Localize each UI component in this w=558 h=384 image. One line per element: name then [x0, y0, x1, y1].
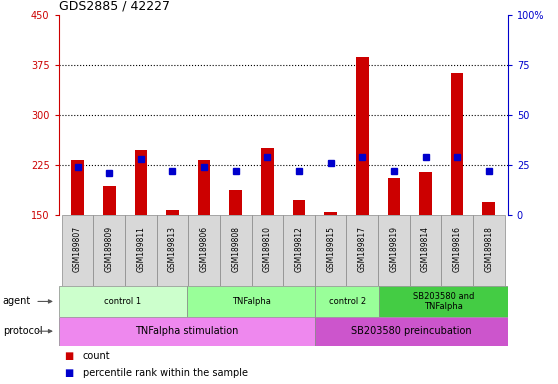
- Text: ■: ■: [64, 351, 74, 361]
- Bar: [473, 215, 504, 286]
- Text: GSM189819: GSM189819: [389, 226, 398, 272]
- Bar: [59, 317, 315, 346]
- Bar: [134, 150, 147, 215]
- Text: GSM189814: GSM189814: [421, 226, 430, 272]
- Text: GSM189808: GSM189808: [231, 226, 240, 272]
- Bar: [347, 215, 378, 286]
- Text: GSM189815: GSM189815: [326, 226, 335, 272]
- Text: ■: ■: [64, 368, 74, 378]
- Text: GSM189818: GSM189818: [484, 226, 493, 272]
- Text: SB203580 preincubation: SB203580 preincubation: [351, 326, 472, 336]
- Bar: [187, 286, 315, 317]
- Bar: [379, 286, 508, 317]
- Text: SB203580 and
TNFalpha: SB203580 and TNFalpha: [413, 292, 474, 311]
- Bar: [261, 149, 273, 215]
- Bar: [483, 202, 495, 215]
- Bar: [103, 186, 116, 215]
- Text: GSM189811: GSM189811: [136, 226, 145, 272]
- Text: GSM189806: GSM189806: [200, 226, 209, 272]
- Bar: [71, 160, 84, 215]
- Text: count: count: [83, 351, 110, 361]
- Bar: [388, 179, 400, 215]
- Bar: [441, 215, 473, 286]
- Bar: [59, 286, 187, 317]
- Text: control 1: control 1: [104, 297, 141, 306]
- Bar: [188, 215, 220, 286]
- Bar: [229, 190, 242, 215]
- Bar: [62, 215, 93, 286]
- Bar: [451, 73, 464, 215]
- Text: GSM189812: GSM189812: [295, 226, 304, 272]
- Text: GSM189809: GSM189809: [105, 226, 114, 272]
- Bar: [410, 215, 441, 286]
- Text: control 2: control 2: [329, 297, 366, 306]
- Bar: [324, 212, 337, 215]
- Bar: [293, 200, 305, 215]
- Bar: [125, 215, 157, 286]
- Bar: [315, 215, 347, 286]
- Bar: [166, 210, 179, 215]
- Text: GSM189810: GSM189810: [263, 226, 272, 272]
- Bar: [198, 160, 210, 215]
- Bar: [315, 286, 379, 317]
- Text: percentile rank within the sample: percentile rank within the sample: [83, 368, 248, 378]
- Text: protocol: protocol: [3, 326, 42, 336]
- Text: GSM189813: GSM189813: [168, 226, 177, 272]
- Text: GDS2885 / 42227: GDS2885 / 42227: [59, 0, 170, 13]
- Bar: [220, 215, 252, 286]
- Text: GSM189816: GSM189816: [453, 226, 461, 272]
- Text: agent: agent: [3, 296, 31, 306]
- Bar: [283, 215, 315, 286]
- Text: TNFalpha stimulation: TNFalpha stimulation: [135, 326, 239, 336]
- Text: GSM189817: GSM189817: [358, 226, 367, 272]
- Bar: [252, 215, 283, 286]
- Bar: [93, 215, 125, 286]
- Bar: [157, 215, 188, 286]
- Text: TNFalpha: TNFalpha: [232, 297, 271, 306]
- Bar: [378, 215, 410, 286]
- Bar: [315, 317, 508, 346]
- Bar: [419, 172, 432, 215]
- Bar: [356, 56, 369, 215]
- Text: GSM189807: GSM189807: [73, 226, 82, 272]
